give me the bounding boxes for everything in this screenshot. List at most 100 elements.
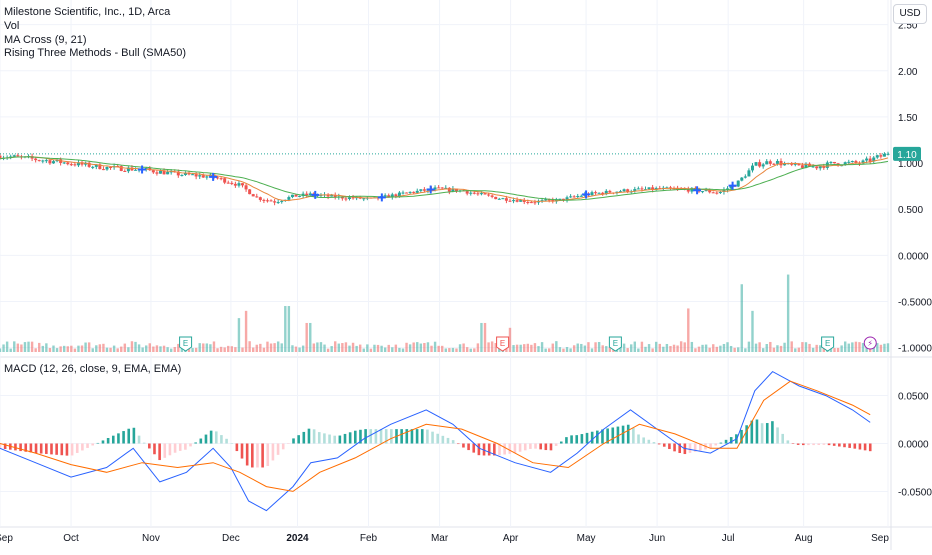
macd-histogram-bar[interactable] [709, 443, 712, 449]
volume-bar[interactable] [166, 347, 169, 352]
volume-bar[interactable] [729, 345, 733, 352]
macd-histogram-bar[interactable] [287, 443, 290, 445]
volume-bar[interactable] [783, 342, 786, 352]
volume-bar[interactable] [112, 345, 116, 352]
candle-body[interactable] [44, 160, 48, 162]
volume-bar[interactable] [9, 348, 12, 352]
macd-histogram-bar[interactable] [343, 433, 347, 444]
candle-body[interactable] [394, 194, 398, 197]
volume-bar[interactable] [84, 342, 87, 352]
candle-body[interactable] [344, 198, 348, 200]
volume-bar[interactable] [544, 348, 547, 352]
candle-body[interactable] [401, 192, 405, 194]
volume-bar[interactable] [52, 345, 55, 352]
volume-bar[interactable] [565, 347, 569, 352]
volume-bar[interactable] [508, 327, 512, 352]
macd-histogram-bar[interactable] [209, 430, 213, 444]
candle-body[interactable] [134, 169, 138, 171]
macd-histogram-bar[interactable] [487, 443, 491, 456]
volume-bar[interactable] [515, 344, 519, 352]
macd-histogram-bar[interactable] [678, 443, 682, 454]
volume-bar[interactable] [134, 341, 137, 352]
macd-histogram-bar[interactable] [493, 443, 496, 456]
volume-bar[interactable] [548, 348, 551, 352]
candle-body[interactable] [326, 194, 330, 197]
volume-bar[interactable] [744, 348, 747, 352]
macd-histogram-bar[interactable] [632, 427, 635, 444]
macd-histogram-bar[interactable] [688, 443, 692, 453]
volume-bar[interactable] [676, 345, 679, 352]
candle-body[interactable] [765, 161, 769, 165]
macd-histogram-bar[interactable] [148, 443, 151, 449]
macd-histogram-bar[interactable] [127, 428, 131, 444]
candle-body[interactable] [269, 200, 273, 202]
candle-body[interactable] [37, 160, 41, 162]
macd-histogram-bar[interactable] [724, 439, 728, 444]
candle-body[interactable] [651, 187, 655, 190]
macd-histogram-bar[interactable] [14, 443, 17, 451]
volume-bar[interactable] [252, 347, 255, 352]
macd-histogram-bar[interactable] [261, 443, 264, 468]
candle-body[interactable] [818, 166, 822, 169]
candle-body[interactable] [726, 188, 730, 190]
volume-bar[interactable] [194, 347, 198, 352]
volume-bar[interactable] [209, 344, 212, 352]
macd-histogram-bar[interactable] [580, 434, 584, 444]
candle-body[interactable] [422, 189, 426, 191]
candle-body[interactable] [565, 197, 569, 201]
volume-bar[interactable] [761, 348, 765, 352]
macd-histogram-bar[interactable] [225, 438, 228, 444]
macd-histogram-bar[interactable] [838, 443, 841, 447]
macd-histogram-bar[interactable] [832, 443, 836, 446]
volume-bar[interactable] [651, 348, 654, 352]
macd-histogram-bar[interactable] [0, 443, 2, 449]
macd-histogram-bar[interactable] [596, 430, 599, 444]
volume-bar[interactable] [259, 343, 262, 352]
ma-cross-marker[interactable] [582, 190, 591, 199]
macd-histogram-bar[interactable] [178, 443, 182, 451]
macd-histogram-bar[interactable] [657, 443, 661, 445]
macd-histogram-bar[interactable] [405, 429, 409, 444]
candle-body[interactable] [51, 161, 55, 164]
volume-bar[interactable] [672, 344, 676, 352]
candle-body[interactable] [490, 195, 494, 197]
macd-histogram-bar[interactable] [86, 443, 89, 448]
macd-histogram-bar[interactable] [637, 434, 640, 444]
macd-histogram-bar[interactable] [559, 441, 563, 444]
macd-histogram-bar[interactable] [699, 443, 702, 451]
macd-histogram-bar[interactable] [817, 443, 821, 446]
volume-bar[interactable] [159, 346, 162, 352]
volume-bar[interactable] [708, 347, 711, 352]
volume-bar[interactable] [765, 344, 768, 352]
candle-body[interactable] [0, 155, 2, 159]
volume-bar[interactable] [20, 344, 23, 352]
volume-bar[interactable] [480, 322, 483, 352]
volume-bar[interactable] [551, 343, 554, 352]
macd-histogram-bar[interactable] [549, 443, 553, 451]
volume-bar[interactable] [198, 343, 201, 352]
earnings-event-marker[interactable]: E [821, 336, 835, 352]
candle-body[interactable] [387, 195, 391, 198]
volume-bar[interactable] [815, 344, 818, 352]
macd-histogram-bar[interactable] [214, 431, 218, 444]
volume-bar[interactable] [109, 347, 112, 352]
macd-histogram-bar[interactable] [534, 443, 537, 449]
dividend-event-marker[interactable]: E [496, 336, 510, 352]
volume-bar[interactable] [794, 348, 797, 352]
volume-bar[interactable] [772, 347, 776, 352]
macd-histogram-bar[interactable] [760, 423, 764, 444]
volume-bar[interactable] [494, 343, 497, 352]
volume-bar[interactable] [562, 348, 565, 352]
candle-body[interactable] [590, 192, 594, 196]
candle-body[interactable] [715, 192, 719, 194]
candle-body[interactable] [169, 171, 173, 173]
candle-body[interactable] [768, 161, 772, 164]
volume-bar[interactable] [373, 344, 376, 352]
candle-body[interactable] [740, 177, 744, 181]
candle-body[interactable] [205, 176, 209, 178]
candle-body[interactable] [383, 195, 387, 197]
candle-body[interactable] [351, 197, 355, 199]
volume-bar[interactable] [269, 343, 273, 352]
macd-histogram-bar[interactable] [390, 429, 393, 444]
volume-bar[interactable] [244, 310, 248, 352]
